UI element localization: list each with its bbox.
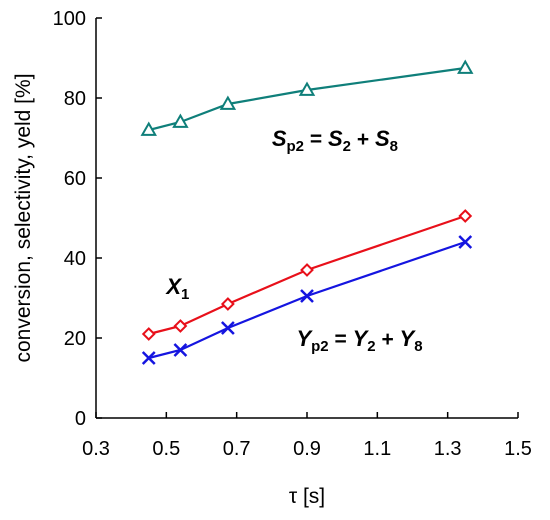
y-tick-label: 80 [64,88,86,110]
x-axis-title: τ [s] [289,485,325,508]
point-X1 [220,297,235,311]
series-Yp2 [141,235,473,365]
point-X1 [300,263,314,277]
point-Yp2 [458,235,473,249]
annotations: Sp2 = S2 + S8 X1 Yp2 = Y2 + Y8 [164,126,422,355]
point-Yp2 [141,351,156,365]
x-tick-label: 0.9 [293,438,321,460]
annotation-yp2: Yp2 = Y2 + Y8 [296,326,422,355]
point-Sp2 [219,95,237,110]
point-X1 [458,209,473,223]
y-tick-label: 40 [64,248,86,270]
point-Yp2 [173,343,188,357]
annotation-sp2: Sp2 = S2 + S8 [272,126,398,155]
y-tick-label: 0 [75,408,86,430]
point-X1 [141,327,156,341]
point-Sp2 [172,113,189,128]
annotation-x1: X1 [164,274,189,303]
x-tick-label: 1.5 [504,438,532,460]
point-Yp2 [300,289,314,303]
series-group [140,59,474,365]
x-tick-label: 0.3 [82,438,110,460]
y-tick-label: 100 [53,8,86,30]
point-Sp2 [457,59,474,74]
point-Sp2 [298,81,316,96]
x-tick-label: 0.7 [223,438,251,460]
x-tick-label: 0.5 [152,438,180,460]
series-line-Sp2 [148,66,466,132]
point-X1 [173,319,188,333]
series-X1 [141,209,473,341]
series-Sp2 [140,59,474,136]
y-axis-title: conversion, selectivity, yeld [%] [12,73,35,362]
y-tick-label: 60 [64,168,86,190]
axes: 0.3 0.5 0.7 0.9 1.1 1.3 1.5 0 20 40 60 80 100 [53,8,532,460]
point-Sp2 [140,121,157,136]
x-tick-label: 1.3 [434,438,462,460]
x-tick-label: 1.1 [363,438,391,460]
y-tick-label: 20 [64,328,86,350]
point-Yp2 [220,321,235,335]
